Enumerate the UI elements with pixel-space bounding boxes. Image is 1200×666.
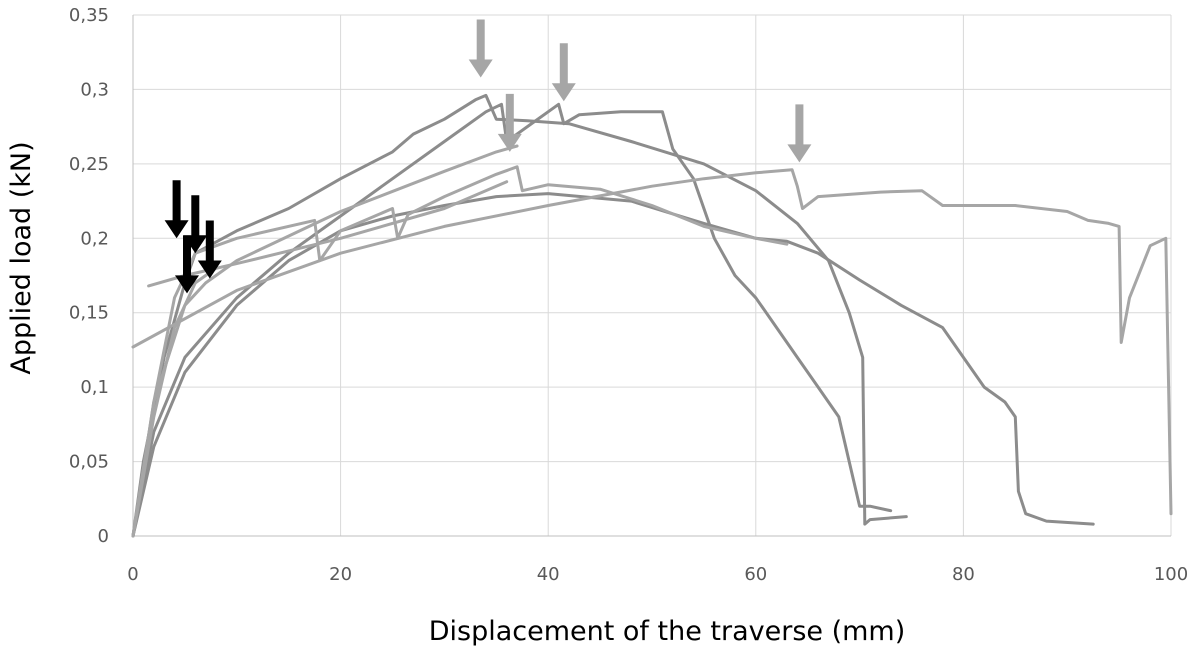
series-line-6 bbox=[131, 144, 519, 538]
y-tick-label: 0,35 bbox=[69, 5, 109, 26]
black-arrow-3 bbox=[175, 235, 199, 294]
y-tick-label: 0,1 bbox=[80, 377, 109, 398]
black-arrow-4 bbox=[197, 220, 222, 279]
x-tick-label: 0 bbox=[127, 564, 138, 585]
x-axis-title: Displacement of the traverse (mm) bbox=[429, 616, 906, 647]
y-tick-label: 0,15 bbox=[69, 303, 109, 324]
x-tick-label: 60 bbox=[744, 564, 767, 585]
data-series bbox=[131, 93, 1173, 538]
x-tick-label: 100 bbox=[1154, 564, 1188, 585]
series-line-1 bbox=[131, 93, 908, 538]
grey-arrow-8 bbox=[787, 104, 812, 163]
y-axis-title: Applied load (kN) bbox=[6, 141, 37, 374]
grid-lines bbox=[133, 14, 1172, 536]
y-tick-label: 0,2 bbox=[80, 228, 109, 249]
series-line-7 bbox=[147, 180, 509, 288]
annotation-arrows bbox=[164, 19, 812, 294]
y-tick-label: 0,25 bbox=[69, 154, 109, 175]
y-tick-label: 0,05 bbox=[69, 452, 109, 473]
grey-arrow-7 bbox=[551, 43, 576, 102]
series-line-3 bbox=[131, 192, 1095, 538]
tick-labels: 0 0,05 0,1 0,15 0,2 0,25 0,3 0,35 0 20 40 60 80 100 bbox=[69, 5, 1188, 585]
x-tick-label: 80 bbox=[952, 564, 975, 585]
y-tick-label: 0 bbox=[98, 526, 109, 547]
grey-arrow-6 bbox=[497, 93, 522, 152]
x-tick-label: 20 bbox=[329, 564, 352, 585]
x-tick-label: 40 bbox=[537, 564, 560, 585]
series-line-4 bbox=[131, 168, 1173, 516]
series-line-2 bbox=[131, 102, 893, 538]
axes bbox=[132, 15, 1171, 537]
series-line-8 bbox=[131, 266, 218, 538]
black-arrow-1 bbox=[164, 180, 189, 239]
grey-arrow-5 bbox=[468, 19, 493, 78]
y-tick-label: 0,3 bbox=[80, 79, 109, 100]
